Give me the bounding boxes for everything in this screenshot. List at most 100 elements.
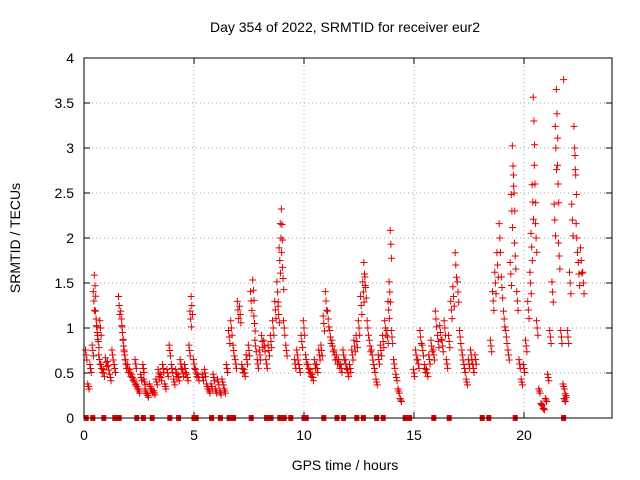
data-point [456,327,464,335]
x-tick-label: 0 [80,427,88,443]
data-point [110,361,118,369]
data-point [360,298,368,306]
data-point [100,373,108,381]
data-point [527,290,535,298]
data-point [532,199,540,207]
data-point [82,346,90,354]
data-point [199,374,207,381]
data-point [349,356,357,364]
data-point [580,290,588,298]
data-point [368,346,376,354]
data-point [528,181,536,189]
data-point [106,374,114,381]
data-point [280,324,288,332]
data-point [254,364,262,372]
data-point [236,302,244,310]
data-point [552,85,560,93]
data-point [235,315,243,323]
data-point [187,323,195,331]
data-point [575,270,583,278]
data-point [363,317,371,325]
data-point [530,161,538,169]
data-point [368,351,376,359]
data-point [140,368,148,376]
data-point [572,220,580,228]
data-point [529,215,537,223]
data-point [348,346,356,354]
data-point [274,288,282,296]
data-point [163,365,171,373]
data-point [458,351,466,359]
data-point [397,396,405,404]
x-tick-label: 5 [190,427,198,443]
data-point [206,389,214,397]
data-point [439,348,447,356]
data-point [210,377,218,385]
data-point [89,288,97,296]
data-point [239,368,247,376]
data-point [513,297,521,305]
data-point [469,365,477,372]
data-point [316,356,324,364]
data-point [172,369,180,377]
data-point [549,288,557,296]
data-point [502,327,510,335]
y-tick-label: 0 [66,410,74,426]
data-point [104,362,112,370]
data-point [209,370,217,378]
data-point [505,351,513,359]
data-point [551,122,559,130]
data-point [521,368,529,376]
data-point [304,365,312,372]
data-point [571,152,579,160]
data-point [295,361,303,369]
data-point [278,248,286,256]
data-point [175,374,183,381]
data-point [211,385,219,393]
data-point [119,336,127,344]
data-point [563,327,571,335]
data-point [318,347,326,354]
data-point [282,347,290,354]
data-point [468,356,476,364]
data-point [300,324,308,332]
chart-title: Day 354 of 2022, SRMTID for receiver eur… [210,19,480,35]
data-point [512,265,520,273]
data-point [151,391,159,399]
data-point [116,311,124,318]
data-point [255,346,263,354]
data-point [417,333,425,341]
data-point [502,333,510,341]
data-point [124,365,132,372]
data-point [157,374,165,381]
data-point [165,341,173,349]
data-point [128,370,136,378]
data-point [348,351,356,359]
data-point [533,248,541,256]
data-point [183,374,191,381]
data-point [540,406,548,414]
data-point [189,356,197,364]
x-axis-label: GPS time / hours [292,457,399,473]
data-point [566,268,574,276]
data-point [262,356,270,364]
data-point [298,344,306,352]
data-point [531,141,539,149]
data-point [326,333,334,341]
data-point [171,381,179,389]
data-point [549,298,557,306]
data-point [93,322,101,330]
data-point [531,180,539,188]
data-point [350,336,358,344]
data-point [269,324,277,332]
data-point [577,244,585,252]
data-point [369,356,377,364]
data-point [412,346,420,354]
data-point [551,232,559,240]
data-point [275,244,283,252]
data-point [520,365,528,372]
data-point [562,393,570,401]
data-point [231,356,239,364]
data-point [223,365,231,372]
